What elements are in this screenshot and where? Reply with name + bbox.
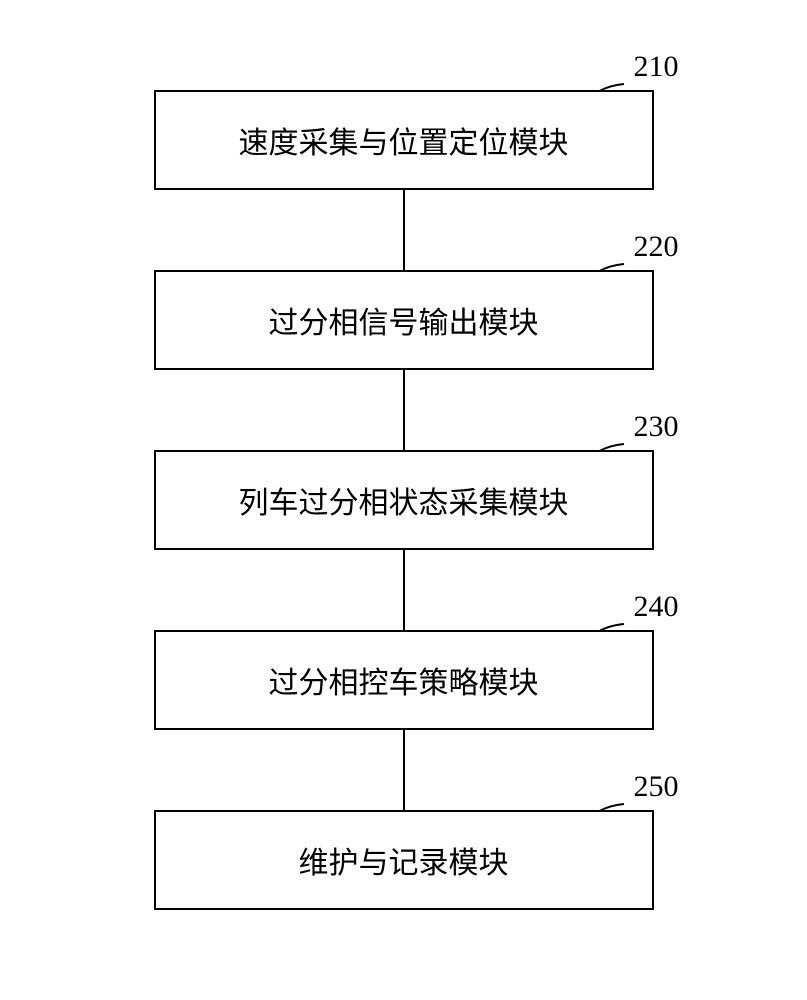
callout-3: 230 [599,410,679,444]
connector-4-5 [403,730,405,810]
block-wrapper-2: 220 过分相信号输出模块 [154,270,654,370]
callout-label-1: 210 [634,50,679,84]
block-phase-signal-output: 过分相信号输出模块 [154,270,654,370]
block-wrapper-3: 230 列车过分相状态采集模块 [154,450,654,550]
block-wrapper-5: 250 维护与记录模块 [154,810,654,910]
connector-2-3 [403,370,405,450]
block-wrapper-1: 210 速度采集与位置定位模块 [154,90,654,190]
callout-label-2: 220 [634,230,679,264]
callout-label-3: 230 [634,410,679,444]
block-maintenance-record: 维护与记录模块 [154,810,654,910]
block-label-3: 列车过分相状态采集模块 [239,478,569,522]
block-speed-position: 速度采集与位置定位模块 [154,90,654,190]
block-wrapper-4: 240 过分相控车策略模块 [154,630,654,730]
connector-1-2 [403,190,405,270]
block-label-2: 过分相信号输出模块 [269,298,539,342]
callout-1: 210 [599,50,679,84]
block-train-phase-state: 列车过分相状态采集模块 [154,450,654,550]
connector-3-4 [403,550,405,630]
block-label-4: 过分相控车策略模块 [269,658,539,702]
callout-2: 220 [599,230,679,264]
block-label-1: 速度采集与位置定位模块 [239,118,569,162]
callout-5: 250 [599,770,679,804]
block-phase-control-strategy: 过分相控车策略模块 [154,630,654,730]
callout-label-5: 250 [634,770,679,804]
callout-label-4: 240 [634,590,679,624]
flowchart-diagram: 210 速度采集与位置定位模块 220 过分相信号输出模块 230 [154,90,654,910]
callout-4: 240 [599,590,679,624]
block-label-5: 维护与记录模块 [299,838,509,882]
